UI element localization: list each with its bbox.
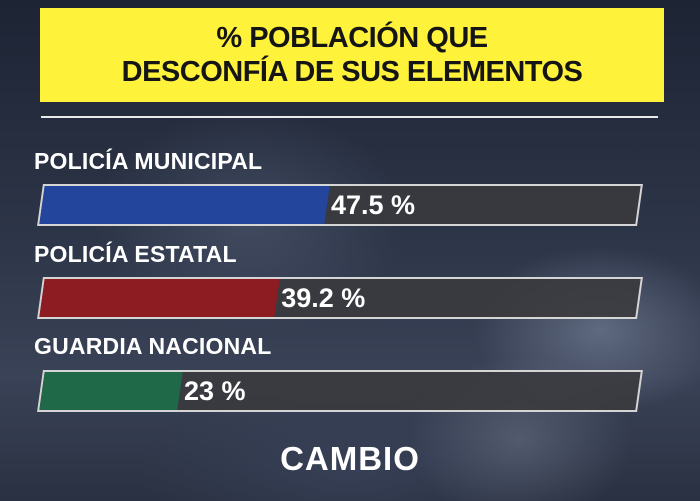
brand-logo: CAMBIO [280, 440, 420, 477]
title-line-2: DESCONFÍA DE SUS ELEMENTOS [121, 56, 583, 88]
bar-value-label: 39.2 % [281, 283, 366, 313]
bar-value-label: 23 % [184, 376, 246, 406]
bar-label: GUARDIA NACIONAL [34, 333, 272, 359]
bar [37, 372, 183, 410]
bar-label: POLICÍA MUNICIPAL [34, 148, 263, 174]
bar-label: POLICÍA ESTATAL [34, 241, 237, 267]
title-line-1: % POBLACIÓN QUE [216, 22, 488, 54]
title-banner: % POBLACIÓN QUE DESCONFÍA DE SUS ELEMENT… [40, 8, 664, 102]
bar-track [37, 370, 643, 412]
divider [41, 116, 658, 118]
bar-value-label: 47.5 % [331, 190, 416, 220]
bar [37, 186, 330, 224]
bar [37, 279, 280, 317]
